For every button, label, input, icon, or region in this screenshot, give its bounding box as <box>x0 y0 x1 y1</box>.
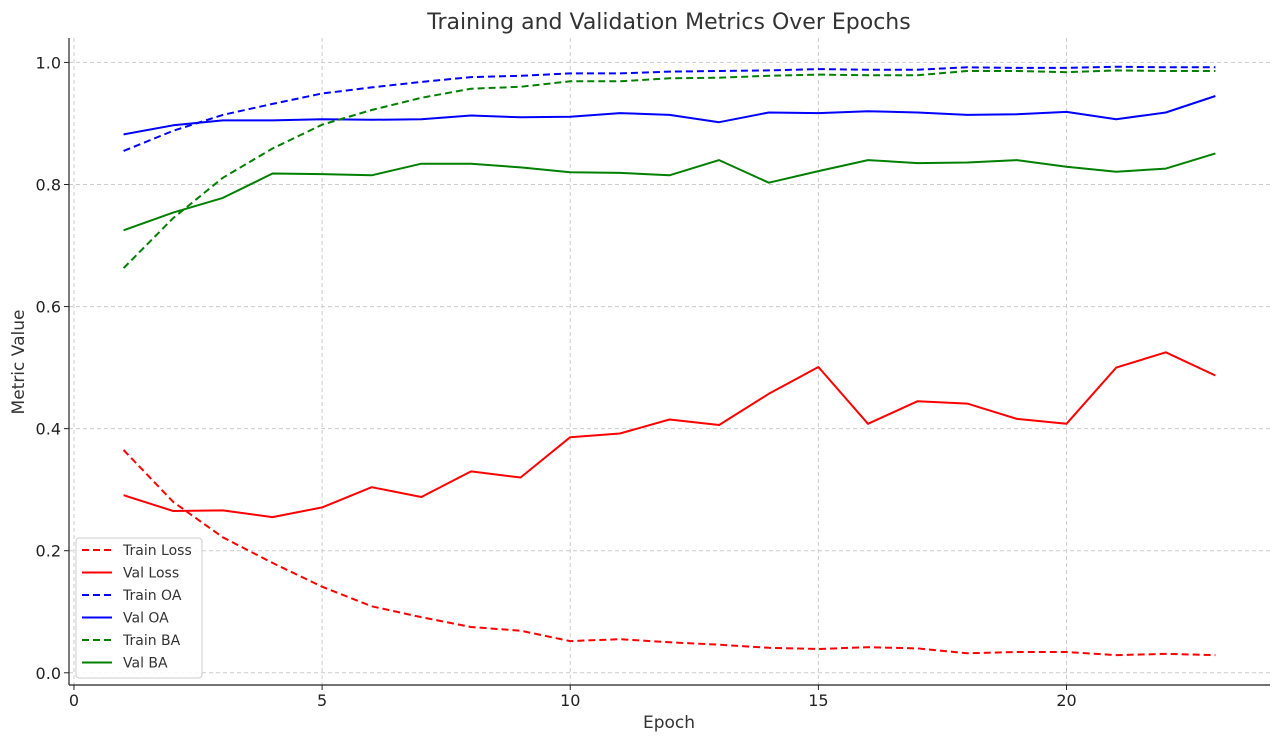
x-tick-label: 15 <box>808 691 828 710</box>
y-tick-label: 0.6 <box>36 298 61 317</box>
x-tick-label: 5 <box>317 691 327 710</box>
series-line-train-ba <box>122 69 1216 269</box>
series-lines <box>122 65 1216 657</box>
series-line-val-oa <box>123 95 1216 136</box>
y-tick-label: 0.4 <box>36 420 61 439</box>
legend-label: Val BA <box>123 656 168 672</box>
legend-label: Train Loss <box>122 543 192 559</box>
axes: 0 5 10 15 20 0.0 0.2 0.4 0.6 0.8 1.0 <box>36 38 1270 710</box>
y-axis-label: Metric Value <box>9 310 29 415</box>
grid <box>69 38 1270 685</box>
y-tick-label: 0.2 <box>36 542 61 561</box>
x-tick-label: 0 <box>69 691 79 710</box>
x-axis-label: Epoch <box>643 713 695 733</box>
x-tick-label: 10 <box>560 691 580 710</box>
series-line-val-loss <box>123 351 1216 519</box>
legend-label: Train BA <box>122 633 181 649</box>
series-line-train-loss <box>122 449 1216 657</box>
series-line-val-ba <box>123 152 1216 232</box>
y-tick-label: 0.8 <box>36 175 61 194</box>
legend-label: Val OA <box>123 611 169 627</box>
legend: Train Loss Val Loss Train OA Val OA Train BA… <box>75 537 203 679</box>
x-tick-label: 20 <box>1056 691 1076 710</box>
legend-label: Train OA <box>122 588 182 604</box>
legend-label: Val Loss <box>123 566 179 582</box>
series-line-train-oa <box>123 65 1216 152</box>
chart-title: Training and Validation Metrics Over Epo… <box>426 10 910 35</box>
y-tick-label: 0.0 <box>36 664 61 683</box>
y-tick-label: 1.0 <box>36 53 61 72</box>
